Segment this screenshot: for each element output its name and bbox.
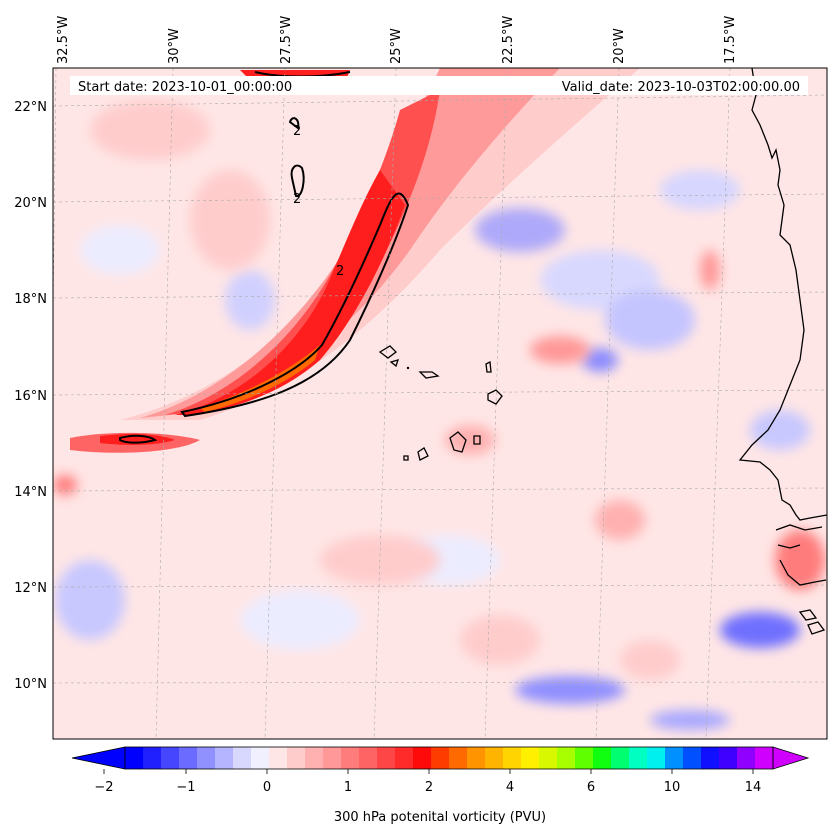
colorbar-tick-label: 2 bbox=[425, 780, 433, 795]
lon-label: 17.5°W bbox=[723, 16, 738, 64]
lat-label: 12°N bbox=[14, 581, 47, 596]
colorbar-cell bbox=[377, 747, 396, 769]
lon-label: 30°W bbox=[167, 28, 182, 64]
colorbar-cell bbox=[629, 747, 648, 769]
map-frame bbox=[52, 67, 828, 740]
colorbar-cell bbox=[269, 747, 288, 769]
colorbar-title: 300 hPa potenital vorticity (PVU) bbox=[334, 810, 546, 825]
colorbar-cell bbox=[251, 747, 270, 769]
colorbar-cell bbox=[647, 747, 666, 769]
colorbar-outline bbox=[124, 746, 774, 770]
pv-streamer bbox=[70, 68, 640, 453]
longitude-labels: 32.5°W 30°W 27.5°W 25°W 22.5°W 20°W 17.5… bbox=[56, 16, 738, 64]
lat-label: 10°N bbox=[14, 677, 47, 692]
colorbar-cell bbox=[287, 747, 306, 769]
colorbar-cell bbox=[539, 747, 558, 769]
gridlines bbox=[53, 68, 827, 739]
colorbar-cell bbox=[701, 747, 720, 769]
colorbar-cell bbox=[233, 747, 252, 769]
colorbar-cell bbox=[467, 747, 486, 769]
lat-label: 14°N bbox=[14, 485, 47, 500]
latitude-labels: 22°N 20°N 18°N 16°N 14°N 12°N 10°N bbox=[14, 100, 47, 692]
colorbar: −2 −1 0 1 2 4 6 10 14 300 hPa potenital … bbox=[71, 746, 810, 825]
lon-label: 27.5°W bbox=[279, 16, 294, 64]
valid-date-label: Valid_date: 2023-10-03T02:00:00.00 bbox=[562, 80, 800, 95]
colorbar-tick-label: 4 bbox=[506, 780, 514, 795]
colorbar-tick-label: −1 bbox=[176, 780, 195, 795]
colorbar-cells bbox=[125, 747, 774, 769]
colorbar-cell bbox=[341, 747, 360, 769]
colorbar-cell bbox=[575, 747, 594, 769]
colorbar-cell bbox=[485, 747, 504, 769]
colorbar-tick-labels: −2 −1 0 1 2 4 6 10 14 bbox=[94, 780, 761, 795]
colorbar-cell bbox=[611, 747, 630, 769]
colorbar-cell bbox=[521, 747, 540, 769]
cape-verde-islands bbox=[378, 345, 503, 461]
colorbar-cell bbox=[197, 747, 216, 769]
colorbar-cell bbox=[683, 747, 702, 769]
colorbar-tick-label: 0 bbox=[263, 780, 271, 795]
colorbar-tick-label: −2 bbox=[94, 780, 113, 795]
colorbar-cell bbox=[737, 747, 756, 769]
colorbar-ticks bbox=[103, 769, 754, 774]
colorbar-cell bbox=[665, 747, 684, 769]
colorbar-cell bbox=[557, 747, 576, 769]
date-header-box bbox=[70, 76, 808, 95]
colorbar-cell bbox=[125, 747, 144, 769]
colorbar-tick-label: 10 bbox=[664, 780, 681, 795]
contour-label: 2 bbox=[293, 192, 301, 207]
contour-label: 2 bbox=[293, 124, 301, 139]
lon-label: 20°W bbox=[612, 28, 627, 64]
colorbar-cell bbox=[449, 747, 468, 769]
colorbar-tick-label: 14 bbox=[745, 780, 762, 795]
colorbar-cell bbox=[431, 747, 450, 769]
lat-label: 18°N bbox=[14, 292, 47, 307]
colorbar-cell bbox=[755, 747, 774, 769]
colorbar-cell bbox=[593, 747, 612, 769]
colorbar-cell bbox=[305, 747, 324, 769]
lat-label: 22°N bbox=[14, 100, 47, 115]
lon-label: 25°W bbox=[389, 28, 404, 64]
colorbar-cell bbox=[215, 747, 234, 769]
colorbar-cell bbox=[161, 747, 180, 769]
negative-pv-areas bbox=[55, 170, 810, 730]
map-panel: 2 2 2 bbox=[53, 68, 827, 739]
colorbar-cell bbox=[413, 747, 432, 769]
lon-label: 22.5°W bbox=[501, 16, 516, 64]
contour-label: 2 bbox=[336, 264, 344, 279]
colorbar-cell bbox=[179, 747, 198, 769]
lon-label: 32.5°W bbox=[56, 16, 71, 64]
colorbar-cell bbox=[719, 747, 738, 769]
african-coastline bbox=[738, 68, 827, 635]
colorbar-tick-label: 6 bbox=[587, 780, 595, 795]
colorbar-tick-label: 1 bbox=[344, 780, 352, 795]
start-date-label: Start date: 2023-10-01_00:00:00 bbox=[78, 80, 292, 95]
colorbar-cell bbox=[323, 747, 342, 769]
lat-label: 16°N bbox=[14, 389, 47, 404]
colorbar-cell bbox=[359, 747, 378, 769]
colorbar-cell bbox=[503, 747, 522, 769]
colorbar-cell bbox=[395, 747, 414, 769]
colorbar-min-arrow bbox=[71, 746, 126, 770]
colorbar-cell bbox=[143, 747, 162, 769]
lat-label: 20°N bbox=[14, 196, 47, 211]
colorbar-max-arrow bbox=[772, 746, 810, 770]
